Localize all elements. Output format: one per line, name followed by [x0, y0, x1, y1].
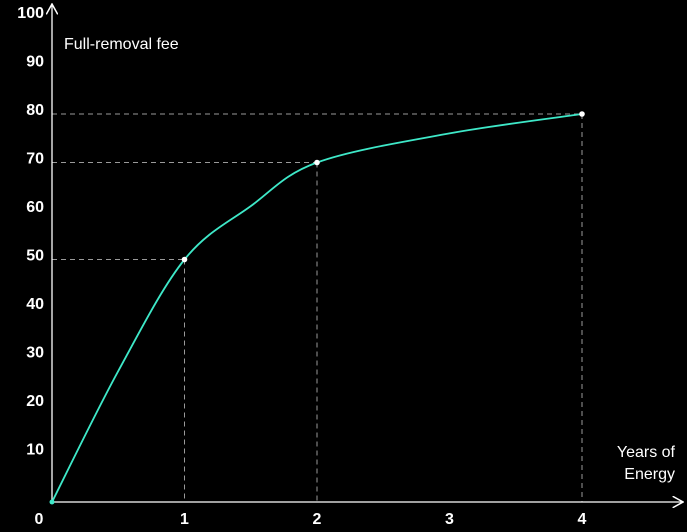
x-axis-label-line-1: Years of	[617, 444, 676, 461]
y-tick-label-30: 30	[26, 345, 44, 362]
data-point-1	[314, 159, 320, 166]
y-tick-label-60: 60	[26, 199, 44, 216]
x-tick-label-3: 3	[445, 511, 454, 528]
y-tick-label-100: 100	[17, 5, 44, 22]
series-line-full-removal-fee	[51, 113, 583, 503]
guide-lines	[52, 113, 583, 502]
y-tick-label-90: 90	[26, 54, 44, 71]
x-tick-labels: 0 1 2 3 4	[35, 511, 587, 528]
y-tick-labels: 10 20 30 40 50 60 70 80 90 100	[17, 5, 44, 459]
x-tick-label-4: 4	[578, 511, 587, 528]
y-tick-label-10: 10	[26, 442, 44, 459]
y-tick-label-80: 80	[26, 102, 44, 119]
y-tick-label-50: 50	[26, 248, 44, 265]
data-point-2	[579, 111, 585, 117]
y-tick-label-20: 20	[26, 393, 44, 410]
data-point-0	[181, 256, 188, 263]
y-tick-label-40: 40	[26, 296, 44, 313]
x-tick-label-0: 0	[35, 511, 44, 528]
x-tick-label-1: 1	[180, 511, 189, 528]
x-tick-label-2: 2	[313, 511, 322, 528]
x-axis-label-line-2: Energy	[624, 466, 675, 483]
highlight-points	[49, 111, 585, 505]
data-point-origin	[49, 499, 55, 505]
y-tick-label-70: 70	[26, 151, 44, 168]
y-axis-label: Full-removal fee	[64, 36, 179, 53]
